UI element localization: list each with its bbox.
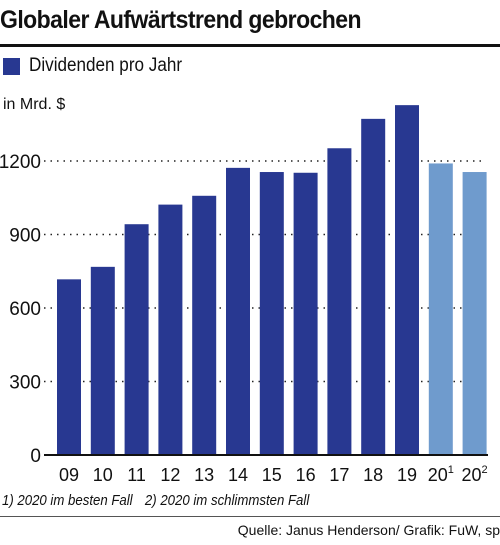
y-tick-label: 600 bbox=[9, 299, 41, 320]
x-tick-label: 09 bbox=[59, 465, 79, 485]
y-axis-label: in Mrd. $ bbox=[3, 96, 65, 113]
x-tick-label: 11 bbox=[127, 465, 146, 485]
bar bbox=[327, 148, 352, 455]
x-tick-label: 18 bbox=[363, 465, 383, 485]
bar bbox=[395, 105, 419, 455]
bar bbox=[462, 172, 487, 455]
footnote-1: 1) 2020 im besten Fall bbox=[2, 492, 133, 509]
x-tick-label: 17 bbox=[329, 465, 349, 485]
x-tick-label: 19 bbox=[397, 465, 417, 485]
y-tick-label: 900 bbox=[9, 226, 41, 247]
y-tick-label: 0 bbox=[30, 446, 41, 467]
source-credit: Quelle: Janus Henderson/ Grafik: FuW, sp bbox=[237, 522, 500, 538]
x-tick-label: 13 bbox=[194, 465, 214, 485]
x-tick-label: 10 bbox=[93, 465, 113, 485]
x-tick-labels: 09 10 11 12 13 14 15 16 17 18 19 201 202 bbox=[59, 464, 488, 485]
footnotes: 1) 2020 im besten Fall 2) 2020 im schlimm… bbox=[2, 492, 309, 509]
title-rule bbox=[0, 44, 500, 47]
bar bbox=[361, 118, 386, 456]
chart-title: Globaler Aufwärtstrend gebrochen bbox=[0, 6, 362, 34]
bar bbox=[57, 279, 81, 455]
legend-swatch bbox=[3, 57, 20, 75]
bar bbox=[124, 224, 149, 455]
bar bbox=[226, 167, 250, 456]
y-tick-labels: 0 300 600 900 1200 bbox=[0, 152, 41, 467]
x-tick-label: 201 bbox=[428, 464, 454, 485]
footnote-2: 2) 2020 im schlimmsten Fall bbox=[144, 492, 310, 509]
bar bbox=[259, 172, 284, 455]
source-divider bbox=[0, 516, 500, 517]
x-tick-label: 202 bbox=[462, 464, 488, 485]
y-tick-label: 1200 bbox=[0, 152, 41, 173]
x-tick-label: 14 bbox=[228, 465, 248, 485]
legend-label: Dividenden pro Jahr bbox=[29, 55, 183, 76]
y-tick-label: 300 bbox=[9, 373, 41, 394]
bar bbox=[428, 163, 453, 455]
bars bbox=[57, 105, 487, 456]
bar bbox=[293, 172, 318, 455]
bar bbox=[90, 266, 115, 455]
footnote-marker: 1 bbox=[448, 464, 454, 476]
x-tick-label: 16 bbox=[296, 465, 316, 485]
x-tick-label: 12 bbox=[160, 465, 180, 485]
bar bbox=[158, 204, 183, 455]
footnote-marker: 2 bbox=[482, 464, 488, 476]
legend: Dividenden pro Jahr bbox=[3, 55, 199, 77]
bar bbox=[192, 195, 217, 456]
x-tick-label: 15 bbox=[262, 465, 282, 485]
